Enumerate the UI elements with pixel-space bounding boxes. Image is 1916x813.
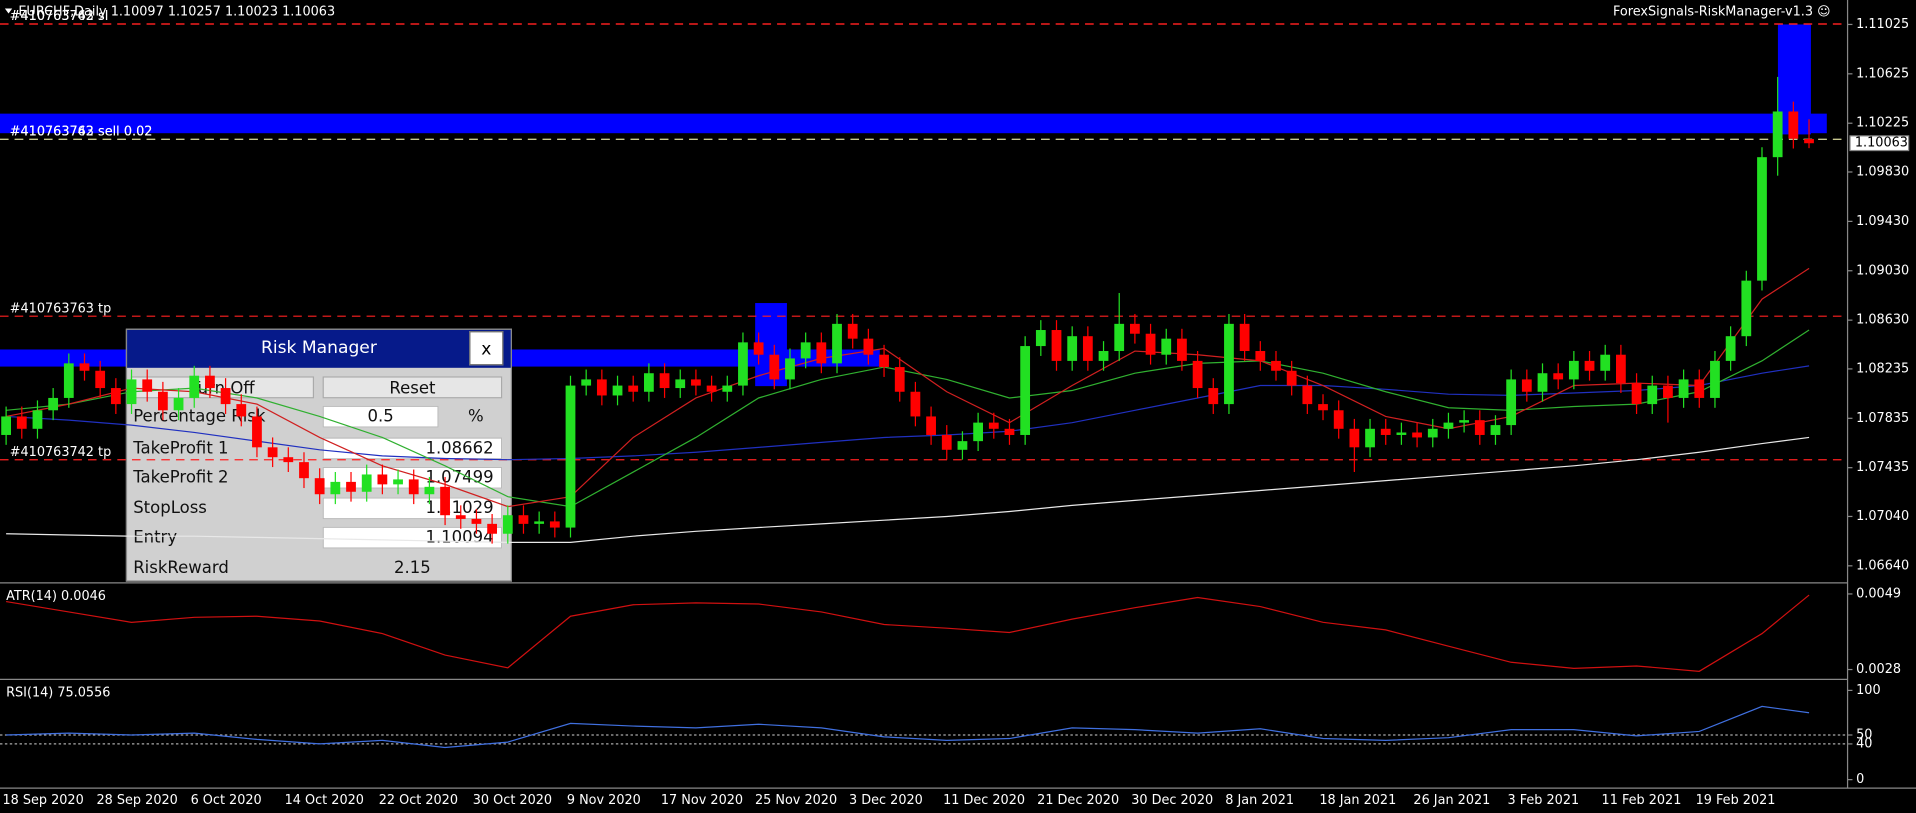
risk-reward-value: 2.15 xyxy=(394,558,431,578)
risk-input[interactable]: 0.5 xyxy=(322,405,439,428)
zone xyxy=(0,113,1827,134)
panel-title: Risk Manager xyxy=(260,338,377,359)
row-label: RiskReward xyxy=(133,558,229,578)
risk-manager: Risk Manager x Turn Off Reset Percentage … xyxy=(125,328,512,582)
row-label: TakeProfit 2 xyxy=(133,468,229,488)
tp2-input[interactable]: 1.07499 xyxy=(322,466,503,489)
close-button[interactable]: x xyxy=(469,331,504,366)
row-label: Percentage Risk xyxy=(133,406,266,427)
reset-button[interactable]: Reset xyxy=(322,376,503,399)
zone xyxy=(755,303,787,387)
sl-input[interactable]: 1.11029 xyxy=(322,497,503,520)
entry-input[interactable]: 1.10094 xyxy=(322,526,503,549)
zone xyxy=(1777,24,1811,135)
panel-header: Risk Manager x xyxy=(127,329,511,368)
row-label: StopLoss xyxy=(133,498,207,519)
row-label: Entry xyxy=(133,527,178,548)
row-label: TakeProfit 1 xyxy=(133,438,229,459)
tp1-input[interactable]: 1.08662 xyxy=(322,437,503,460)
unit: % xyxy=(468,406,484,427)
turn-off-button[interactable]: Turn Off xyxy=(130,376,315,399)
